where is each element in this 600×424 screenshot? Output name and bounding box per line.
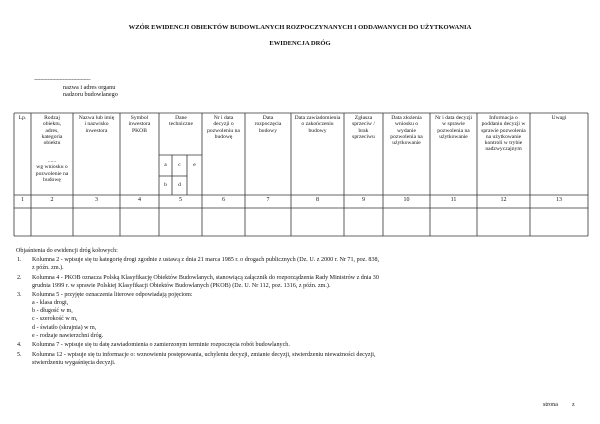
note-number: 1. [17, 257, 22, 263]
header-pkob: Symbol inwestora PKOB [128, 115, 151, 134]
organ-label-2: nadzoru budowlanego [63, 91, 118, 98]
header-inwestor: Nazwa lub imię i nazwisko inwestora [78, 115, 115, 134]
note-text: Kolumna 12 - wpisuje się tu informacje o… [32, 352, 376, 358]
notes-heading: Objaśnienia do ewidencji dróg kołowych: [16, 248, 118, 254]
note-letter: e - rodzaje nawierzchni dróg. [32, 333, 104, 339]
header-data-zawiadomienia: Data zawiadomienia o zakończeniu budowy [294, 115, 341, 134]
col-number: 3 [95, 197, 98, 203]
col-number: 6 [222, 197, 225, 203]
header-decyzja-uzytkowanie: Nr i data decyzji w sprawie pozwolenia n… [434, 115, 473, 140]
organ-label-1: nazwa i adres organu [63, 84, 116, 91]
col-number: 4 [138, 197, 141, 203]
document-title: WZÓR EWIDENCJI OBIEKTÓW BUDOWLANYCH ROZP… [128, 24, 472, 31]
organ-dotted-line: ........................................… [34, 77, 91, 82]
note-letter: b - długość w m, [32, 308, 73, 314]
col-number: 13 [556, 197, 562, 203]
sub-a: a [164, 162, 167, 168]
note-text: Kolumna 7 - wpisuje się tu datę zawiadom… [32, 342, 290, 348]
page-label: strona [543, 402, 558, 408]
header-data-wniosku: Data złożenia wniosku o wydanie pozwolen… [390, 115, 423, 147]
header-informacja-kontrola: Informacja o poddaniu decyzji w sprawie … [481, 115, 526, 153]
note-letter: c - szerokość w m, [32, 316, 78, 322]
sub-c: c [178, 162, 181, 168]
col-number: 8 [316, 197, 319, 203]
header-lp: Lp. [18, 115, 27, 121]
note-text: Kolumna 4 - PKOB oznacza Polską Klasyfik… [32, 275, 379, 281]
note-number: 4. [17, 342, 22, 348]
header-dane-techniczne: Dane techniczne [169, 115, 193, 128]
note-letter: a - klasa drogi, [32, 300, 69, 306]
sub-d: d [178, 182, 181, 188]
header-data-rozpoczecia: Data rozpoczęcia budowy [254, 115, 282, 134]
col-number: 5 [179, 197, 182, 203]
note-text: Kolumna 2 - wpisuje się tu kategorię dro… [32, 257, 380, 263]
page-of-label: z [572, 402, 575, 408]
col-number: 10 [403, 197, 410, 203]
col-number: 9 [362, 197, 365, 203]
note-number: 2. [17, 275, 22, 281]
note-number: 3. [17, 292, 22, 298]
note-letter: d - światło (skrajnia) w m, [32, 325, 97, 331]
header-decyzja-budowa: Nr i data decyzji o pozwoleniu na budowę [207, 115, 240, 140]
col-number: 11 [450, 197, 457, 203]
header-uwagi: Uwagi [551, 115, 567, 121]
document-subtitle: EWIDENCJA DRÓG [269, 40, 331, 47]
note-number: 5. [17, 352, 22, 358]
header-rodzaj-extra: ...... wg wniosku o pozwolenie na budowę [35, 158, 69, 183]
col-number: 12 [500, 197, 507, 203]
note-text: grudnia 1999 r. w sprawie Polskiej Klasy… [32, 283, 331, 289]
sub-e: e [193, 162, 196, 168]
sub-b: b [164, 182, 167, 188]
col-number: 7 [266, 197, 270, 203]
col-number: 2 [50, 197, 54, 203]
note-text: stwierdzeniu wygaśnięcia decyzji. [32, 360, 116, 366]
header-rodzaj-obiektu: Rodzaj obiektu, adres, kategoria obiektu [41, 115, 63, 147]
note-text: z późn. zm.). [32, 265, 64, 271]
header-sprzeciw: Zgłasza sprzeciw / brak sprzeciwu [352, 115, 375, 140]
col-number: 1 [21, 197, 24, 203]
note-text: Kolumna 5 - przyjęte oznaczenia literowe… [32, 292, 193, 298]
